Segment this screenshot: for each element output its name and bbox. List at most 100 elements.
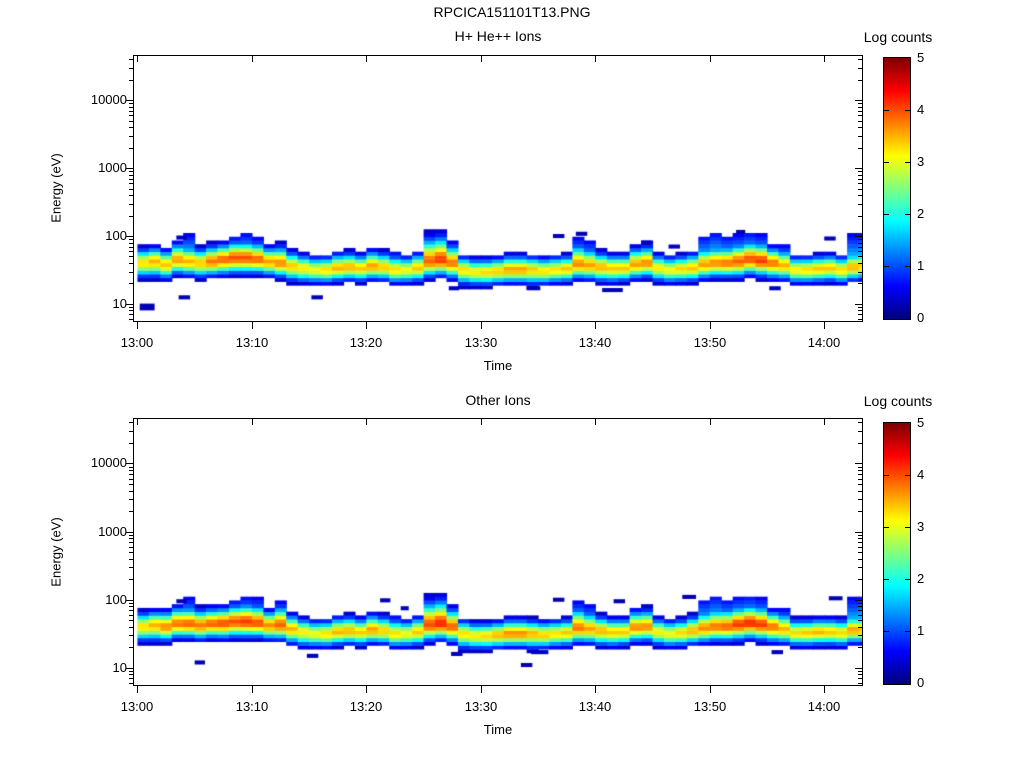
- y-minor-tick-right: [858, 479, 862, 480]
- y-minor-tick-left: [129, 542, 133, 543]
- y-minor-tick-left: [129, 671, 133, 672]
- y-minor-tick-left: [129, 239, 133, 240]
- y-tick-label: 10: [112, 296, 127, 311]
- colorbar-tick-right: [905, 527, 910, 528]
- y-minor-tick-left: [129, 431, 133, 432]
- y-minor-tick-right: [858, 431, 862, 432]
- y-minor-tick-right: [858, 239, 862, 240]
- y-minor-tick-left: [129, 491, 133, 492]
- y-tick-label: 10: [112, 660, 127, 675]
- y-minor-tick-right: [858, 251, 862, 252]
- y-minor-tick-left: [129, 307, 133, 308]
- y-minor-tick-left: [129, 243, 133, 244]
- x-major-tick-bottom: [824, 686, 825, 693]
- x-tick-label: 13:30: [464, 335, 498, 350]
- y-minor-tick-left: [129, 470, 133, 471]
- y-minor-tick-left: [129, 484, 133, 485]
- x-major-tick-top: [481, 56, 482, 62]
- colorbar-tick-right: [905, 266, 910, 267]
- colorbar-tick-label: 0: [917, 310, 925, 325]
- y-minor-tick-right: [858, 148, 862, 149]
- y-major-tick-left: [126, 463, 133, 464]
- y-minor-tick-right: [858, 606, 862, 607]
- y-minor-tick-right: [858, 610, 862, 611]
- panel1-x-axis-label: Time: [483, 358, 513, 373]
- colorbar-tick-label: 2: [917, 206, 925, 221]
- x-major-tick-top: [252, 419, 253, 425]
- y-minor-tick-right: [858, 567, 862, 568]
- y-minor-tick-right: [858, 535, 862, 536]
- y-minor-tick-right: [858, 243, 862, 244]
- x-tick-label: 14:00: [807, 699, 841, 714]
- y-minor-tick-left: [129, 579, 133, 580]
- colorbar-tick-left: [884, 214, 889, 215]
- y-minor-tick-right: [858, 80, 862, 81]
- y-minor-tick-left: [129, 678, 133, 679]
- y-major-tick-right: [855, 304, 862, 305]
- y-minor-tick-right: [858, 59, 862, 60]
- y-major-tick-left: [126, 532, 133, 533]
- y-minor-tick-left: [129, 247, 133, 248]
- x-major-tick-bottom: [366, 686, 367, 693]
- y-minor-tick-left: [129, 216, 133, 217]
- y-minor-tick-right: [858, 635, 862, 636]
- x-major-tick-top: [366, 419, 367, 425]
- panel2-colorbar: [883, 422, 911, 685]
- colorbar-tick-right: [905, 475, 910, 476]
- figure-title: RPCICA151101T13.PNG: [433, 4, 591, 20]
- x-tick-label: 13:10: [235, 335, 269, 350]
- x-tick-label: 13:20: [349, 699, 383, 714]
- colorbar-tick-label: 0: [917, 675, 925, 690]
- x-major-tick-top: [595, 419, 596, 425]
- x-major-tick-top: [824, 56, 825, 62]
- y-minor-tick-right: [858, 470, 862, 471]
- colorbar-tick-right: [905, 162, 910, 163]
- y-major-tick-right: [855, 100, 862, 101]
- y-minor-tick-right: [858, 579, 862, 580]
- y-minor-tick-left: [129, 256, 133, 257]
- x-tick-label: 13:50: [693, 699, 727, 714]
- y-minor-tick-left: [129, 635, 133, 636]
- panel2-colorbar-label: Log counts: [863, 393, 933, 409]
- colorbar-tick-left: [884, 266, 889, 267]
- y-major-tick-right: [855, 236, 862, 237]
- y-tick-label: 10000: [90, 455, 127, 470]
- y-minor-tick-left: [129, 535, 133, 536]
- x-tick-label: 13:40: [578, 335, 612, 350]
- colorbar-tick-right: [905, 579, 910, 580]
- y-minor-tick-right: [858, 683, 862, 684]
- colorbar-tick-left: [884, 110, 889, 111]
- y-minor-tick-left: [129, 171, 133, 172]
- x-major-tick-bottom: [710, 686, 711, 693]
- y-minor-tick-right: [858, 310, 862, 311]
- colorbar-tick-left: [884, 579, 889, 580]
- x-tick-label: 13:00: [120, 335, 154, 350]
- y-minor-tick-left: [129, 647, 133, 648]
- y-minor-tick-right: [858, 484, 862, 485]
- x-tick-label: 13:20: [349, 335, 383, 350]
- x-major-tick-top: [710, 419, 711, 425]
- colorbar-tick-left: [884, 527, 889, 528]
- panel1-colorbar: [883, 57, 911, 320]
- y-minor-tick-right: [858, 263, 862, 264]
- y-minor-tick-left: [129, 620, 133, 621]
- y-minor-tick-left: [129, 499, 133, 500]
- colorbar-tick-label: 3: [917, 154, 925, 169]
- y-minor-tick-right: [858, 175, 862, 176]
- y-minor-tick-left: [129, 567, 133, 568]
- y-minor-tick-left: [129, 115, 133, 116]
- y-minor-tick-left: [129, 59, 133, 60]
- y-minor-tick-right: [858, 216, 862, 217]
- y-minor-tick-left: [129, 552, 133, 553]
- panel1-spectrogram-canvas: [134, 56, 862, 321]
- colorbar-tick-left: [884, 631, 889, 632]
- panel2-plot-area: [126, 418, 863, 693]
- y-tick-label: 1000: [98, 524, 127, 539]
- y-minor-tick-left: [129, 204, 133, 205]
- y-minor-tick-right: [858, 678, 862, 679]
- y-minor-tick-left: [129, 422, 133, 423]
- y-minor-tick-right: [858, 183, 862, 184]
- panel1-title: H+ He++ Ions: [454, 28, 542, 44]
- y-minor-tick-left: [129, 603, 133, 604]
- y-minor-tick-right: [858, 283, 862, 284]
